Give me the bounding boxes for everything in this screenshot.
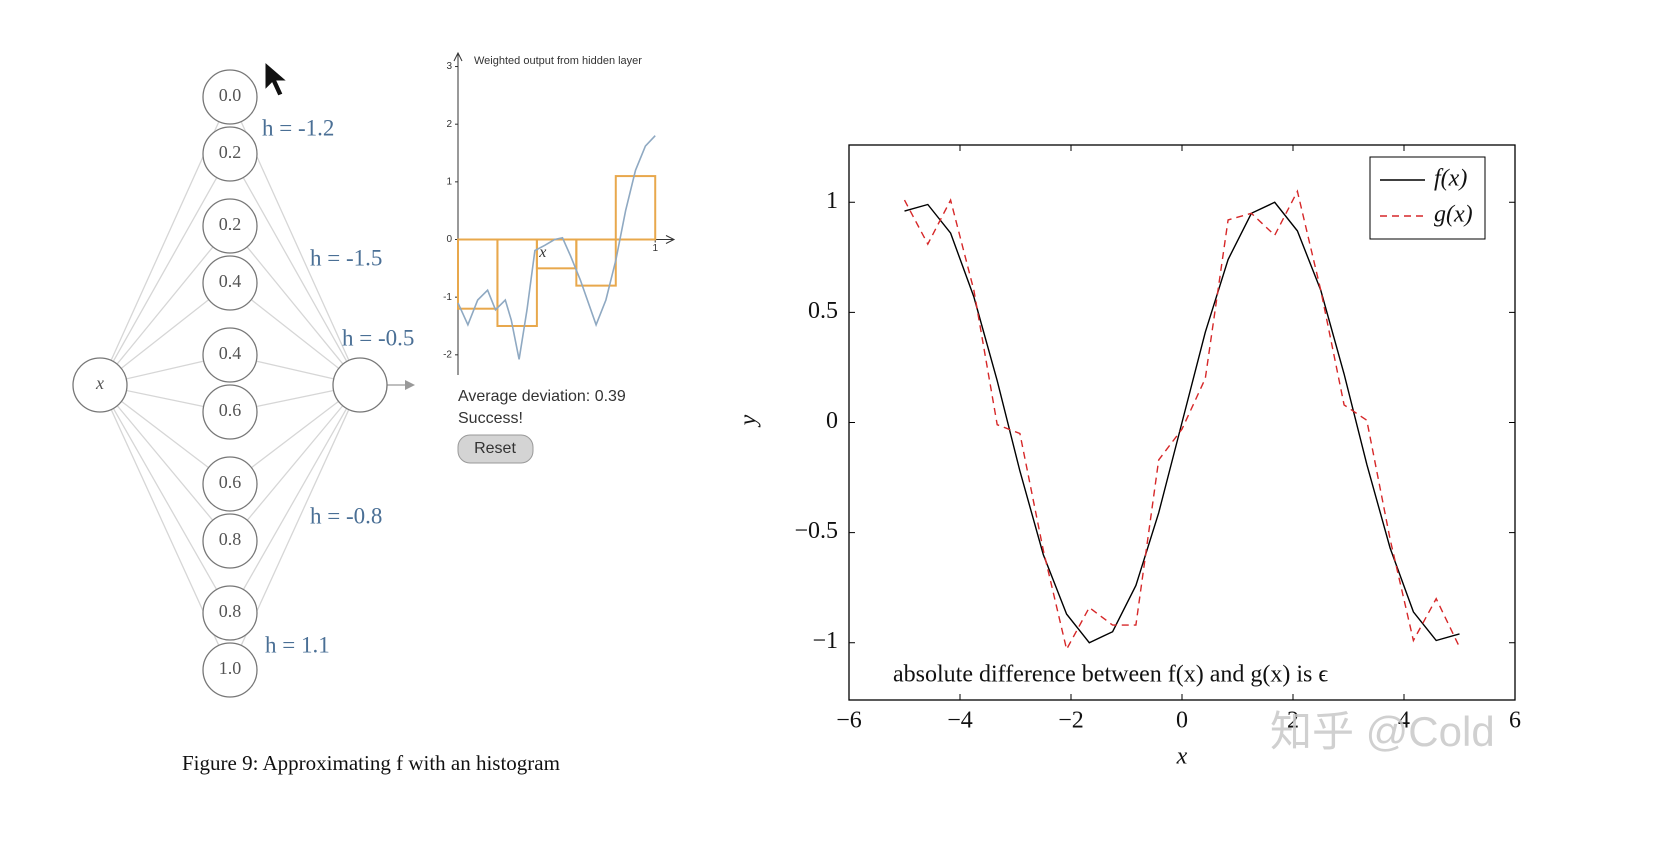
edge [120,299,210,369]
hidden-node-label: 0.2 [219,214,242,234]
edge [256,389,334,408]
x-axis-arrow [665,235,676,244]
y-tick-label: 3 [446,61,452,72]
x-axis-label: x [538,244,546,261]
legend-box [1369,156,1486,240]
output-node [332,357,388,413]
hidden-node [202,255,258,311]
series-line [904,201,1460,644]
edge [116,246,214,365]
hidden-node-label: 0.6 [219,472,242,492]
status-result: Success! [458,410,523,427]
input-node [72,357,128,413]
hidden-node [202,327,258,383]
edge [250,299,340,369]
edge [112,408,218,590]
annotation: absolute difference between f(x) and g(x… [893,662,1328,688]
hidden-node [202,642,258,698]
edge [126,389,204,408]
output-arrow-head [405,380,415,390]
x-tick-label: 0 [1176,708,1188,734]
y-tick-label: −1 [812,628,838,654]
x-tick-label: 4 [1398,708,1410,734]
x-tick-label: −2 [1058,708,1084,734]
hidden-node [202,513,258,569]
edge [246,246,344,365]
edge [246,405,344,521]
y-axis-arrow [453,51,463,62]
weight-label: h = -1.5 [310,245,382,270]
legend-label: f(x) [1434,166,1467,192]
x-tick-label: −6 [836,708,862,734]
y-tick-label: 0.5 [808,298,838,324]
hidden-node-label: 0.8 [219,529,242,549]
y-tick-label: -2 [443,349,452,360]
edge [112,177,218,362]
hidden-node-label: 0.2 [219,142,242,162]
hidden-node [202,585,258,641]
reset-button[interactable] [457,434,534,464]
hidden-node [202,456,258,512]
edge [240,409,350,646]
hidden-node [202,69,258,125]
y-axis-label: y [736,414,762,427]
edge [126,360,204,380]
edge [242,408,348,590]
reset-button-label[interactable]: Reset [474,440,516,457]
output-curve [457,135,656,360]
hidden-node-label: 0.6 [219,400,242,420]
caption: Figure 9: Approximating f with an histog… [182,751,560,775]
x-tick-label: 2 [1287,708,1299,734]
hidden-node [202,384,258,440]
series-line [903,189,1461,652]
y-tick-label: 0 [826,408,838,434]
edge [121,400,209,469]
x-tick-label: −4 [947,708,973,734]
y-tick-label: 2 [446,119,452,130]
hidden-node [202,126,258,182]
hidden-node-label: 0.8 [219,601,242,621]
mouse-cursor [264,60,289,97]
weight-label: h = -0.8 [310,503,382,528]
weight-label: h = 1.1 [265,632,330,657]
edge [242,177,348,362]
hidden-node [202,198,258,254]
y-tick-label: -1 [443,292,452,303]
watermark: 知乎 @Cold [1270,708,1495,755]
edge [110,121,220,361]
hidden-node-label: 0.0 [219,85,242,105]
edge [240,121,350,361]
hidden-node-label: 0.4 [219,271,242,291]
edge [251,400,339,469]
edge [116,405,214,521]
y-tick-label: 1 [446,176,452,187]
chart-title: Weighted output from hidden layer [474,55,642,67]
edge [256,360,334,380]
input-node-label: x [95,373,104,393]
x-tick-label: 6 [1509,708,1521,734]
x-axis-label: x [1176,744,1188,770]
histogram-bar [496,238,538,327]
hidden-node-label: 0.4 [219,343,242,363]
weight-label: h = -1.2 [262,115,334,140]
histogram-bar [614,175,657,241]
weight-label: h = -0.5 [342,325,414,350]
status-deviation: Average deviation: 0.39 [458,388,626,405]
legend-label: g(x) [1434,202,1473,228]
y-tick-label: 0 [446,234,452,245]
y-tick-label: −0.5 [794,518,838,544]
hidden-node-label: 1.0 [219,658,242,678]
x-tick-label: 1 [652,243,658,254]
edge [110,409,220,646]
y-tick-label: 1 [826,188,838,214]
